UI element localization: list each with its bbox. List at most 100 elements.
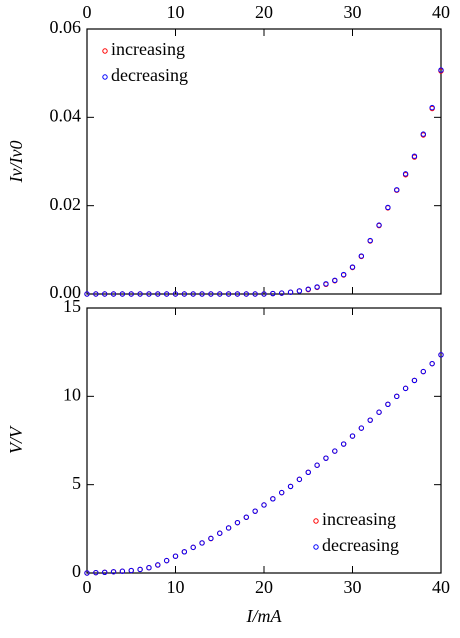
y-tick-label: 15: [63, 296, 81, 316]
data-point: [208, 535, 214, 542]
data-point: [314, 462, 320, 468]
x-tick-label: 30: [344, 577, 362, 597]
data-point: [128, 567, 134, 574]
x-tick-label: 0: [83, 2, 92, 22]
data-point: [137, 291, 143, 297]
legend-marker: [313, 518, 319, 524]
data-point: [146, 565, 152, 571]
data-point: [243, 514, 250, 520]
data-point: [411, 377, 418, 384]
data-point: [270, 496, 276, 502]
x-tick-label: 40: [432, 577, 450, 597]
data-point: [225, 291, 232, 297]
data-point: [340, 441, 347, 447]
data-point: [102, 291, 108, 297]
y-axis-label: Iv/Iv0: [6, 141, 26, 184]
data-point: [252, 508, 258, 514]
data-point: [358, 425, 365, 431]
data-point: [358, 253, 365, 259]
data-point: [234, 519, 241, 526]
data-point: [394, 187, 400, 193]
data-point: [181, 549, 188, 555]
data-point: [172, 553, 179, 559]
data-point: [438, 352, 444, 358]
data-point: [163, 291, 170, 297]
data-point: [429, 360, 435, 367]
data-point: [119, 568, 126, 574]
x-axis-label: I/mA: [246, 606, 283, 626]
data-point: [367, 237, 373, 244]
data-point: [110, 291, 117, 297]
data-point: [119, 291, 126, 297]
data-point: [199, 540, 205, 546]
data-point: [438, 67, 444, 73]
data-point: [261, 291, 267, 297]
data-point: [172, 291, 179, 297]
legend-marker: [313, 544, 319, 550]
data-point: [287, 289, 294, 295]
data-point: [155, 291, 161, 297]
data-point: [394, 393, 400, 400]
data-point: [429, 104, 435, 111]
data-point: [84, 570, 90, 576]
x-tick-label: 0: [83, 577, 92, 597]
data-point: [385, 204, 391, 211]
data-point: [420, 131, 426, 137]
data-point: [296, 476, 303, 483]
data-point: [261, 502, 267, 508]
data-point: [146, 291, 152, 297]
plot-frame: [86, 307, 442, 574]
y-tick-label: 0.04: [50, 105, 82, 125]
legend-marker: [102, 48, 108, 54]
data-point: [340, 271, 347, 278]
y-axis-label: V/V: [6, 425, 26, 454]
legend-label: decreasing: [322, 535, 399, 555]
y-tick-label: 5: [72, 473, 81, 493]
data-point: [190, 291, 196, 297]
y-tick-label: 0.06: [50, 17, 82, 37]
data-point: [420, 368, 426, 375]
data-point: [217, 530, 223, 536]
data-point: [137, 566, 143, 573]
data-point: [385, 401, 391, 407]
data-point: [349, 433, 356, 439]
data-point: [323, 281, 329, 287]
x-tick-label: 10: [167, 577, 185, 597]
data-point: [305, 469, 311, 475]
data-point: [208, 291, 214, 297]
data-point: [163, 557, 170, 564]
data-point: [402, 171, 409, 177]
x-tick-label: 40: [432, 2, 450, 22]
data-point: [155, 562, 161, 568]
data-point: [279, 290, 285, 296]
y-tick-label: 0: [72, 561, 81, 581]
data-point: [376, 222, 382, 228]
data-point: [270, 290, 276, 297]
data-point: [217, 291, 223, 297]
y-tick-label: 10: [63, 384, 81, 404]
legend-label: increasing: [322, 509, 396, 529]
legend-marker: [102, 74, 108, 80]
x-tick-label: 30: [344, 2, 362, 22]
data-point: [305, 286, 311, 292]
data-point: [349, 264, 356, 270]
data-point: [332, 448, 338, 454]
data-point: [279, 489, 285, 496]
data-point: [287, 483, 294, 490]
data-point: [93, 291, 99, 297]
data-point: [402, 385, 409, 392]
y-tick-label: 0.02: [50, 194, 82, 214]
data-point: [367, 417, 373, 423]
data-point: [110, 569, 117, 575]
data-point: [128, 291, 134, 297]
data-point: [199, 291, 205, 297]
x-tick-label: 10: [167, 2, 185, 22]
x-tick-label: 20: [255, 577, 273, 597]
data-point: [102, 569, 108, 575]
x-tick-label: 20: [255, 2, 273, 22]
data-point: [190, 544, 196, 551]
data-point: [181, 291, 188, 297]
data-point: [93, 569, 99, 576]
data-point: [314, 284, 320, 290]
data-point: [376, 409, 382, 415]
